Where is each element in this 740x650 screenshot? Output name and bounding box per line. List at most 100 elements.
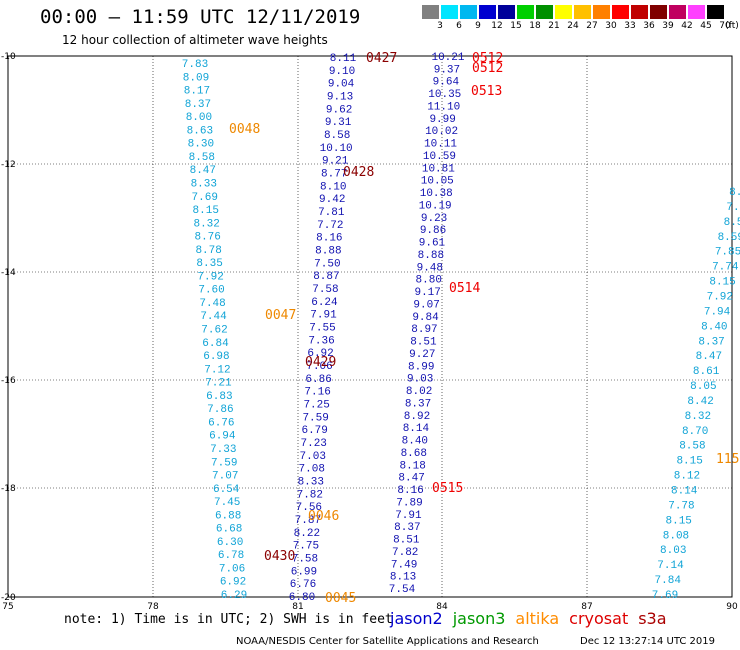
swh-value: 11.10 — [427, 101, 460, 113]
swh-value: 8.97 — [411, 324, 437, 336]
legend-s3a: s3a — [638, 609, 667, 628]
swh-value: 9.61 — [419, 238, 446, 250]
orbit-label: 0512 — [472, 51, 503, 66]
swh-value: 9.42 — [319, 194, 345, 206]
swh-value: 6.79 — [301, 425, 327, 437]
swh-value: 8.51 — [393, 535, 420, 547]
swh-value: 8.78 — [195, 245, 221, 257]
swh-value: 8.08 — [663, 530, 689, 542]
swh-value: 7.54 — [389, 584, 416, 596]
orbit-label: 0513 — [471, 84, 502, 99]
swh-value: 7.75 — [293, 541, 319, 553]
scale-swatch — [669, 5, 686, 19]
scale-swatch — [555, 5, 572, 19]
swh-value: 9.13 — [327, 92, 353, 104]
swh-value: 8.12 — [674, 471, 700, 483]
map-border — [7, 55, 733, 598]
swh-value: 7.72 — [317, 220, 343, 232]
scale-label: 39 — [662, 21, 674, 31]
swh-value: 7.92 — [707, 291, 733, 303]
orbit-label: 0046 — [308, 509, 339, 524]
swh-value: 10.10 — [320, 143, 353, 155]
scale-swatch — [612, 5, 629, 19]
swh-value: 7.36 — [308, 335, 334, 347]
swh-value: 8.33 — [191, 178, 217, 190]
swh-value: 9.27 — [409, 349, 435, 361]
scale-swatch — [422, 5, 439, 19]
swh-value: 7.59 — [211, 457, 237, 469]
swh-value: 9.31 — [325, 117, 352, 129]
swh-value: 7.87 — [295, 515, 321, 527]
swh-value: 7.48 — [199, 298, 225, 310]
swh-value: 7.03 — [300, 451, 326, 463]
swh-value: 8.87 — [313, 271, 339, 283]
swh-value: 9.17 — [414, 287, 440, 299]
swh-value: 7.12 — [204, 364, 230, 376]
swh-value: 9.23 — [421, 213, 447, 225]
lon-tick-label: 87 — [581, 602, 592, 610]
swh-value: 7.9 — [726, 202, 740, 214]
note-text: note: 1) Time is in UTC; 2) SWH is in fe… — [64, 612, 393, 627]
scale-swatch — [460, 5, 477, 19]
swh-value: 8.15 — [676, 456, 702, 468]
swh-value: 7.21 — [205, 378, 232, 390]
swh-value: 9.84 — [412, 312, 439, 324]
swh-value: 8.17 — [184, 86, 210, 98]
legend-cryosat: cryosat — [569, 609, 629, 628]
scale-swatch — [536, 5, 553, 19]
scale-swatch — [517, 5, 534, 19]
swh-value: 8.58 — [679, 441, 705, 453]
swh-value: 7.91 — [395, 510, 422, 522]
swh-value: 7.49 — [391, 559, 417, 571]
swh-value: 6.98 — [203, 351, 229, 363]
swh-value: 7.23 — [301, 438, 327, 450]
swh-value: 6.88 — [215, 510, 241, 522]
scale-swatch — [574, 5, 591, 19]
swh-value: 6.76 — [290, 579, 316, 591]
swh-value: 8.37 — [394, 522, 420, 534]
swh-value: 8.88 — [315, 246, 341, 258]
orbit-label: 0512 — [472, 61, 503, 76]
swh-value: 9.62 — [326, 104, 352, 116]
swh-value: 9.10 — [329, 66, 355, 78]
swh-value: 8.03 — [660, 545, 686, 557]
timestamp-text: Dec 12 13:27:14 UTC 2019 — [580, 636, 715, 647]
swh-value: 8.09 — [183, 72, 209, 84]
map-subtitle: 12 hour collection of altimeter wave hei… — [62, 33, 328, 47]
orbit-label: 0047 — [265, 308, 296, 323]
scale-label: 33 — [624, 21, 636, 31]
swh-value: 7.74 — [712, 262, 739, 274]
swh-value: 8.00 — [186, 112, 212, 124]
lon-tick-label: 78 — [147, 602, 159, 610]
scale-label: 12 — [491, 21, 503, 31]
swh-value: 7.45 — [214, 497, 240, 509]
swh-value: 8.15 — [709, 277, 735, 289]
swh-value: 6.92 — [307, 348, 333, 360]
swh-value: 10.05 — [421, 176, 454, 188]
swh-value: 8.13 — [390, 572, 416, 584]
swh-value: 9.48 — [417, 262, 443, 274]
lat-tick-label: -18 — [1, 484, 16, 494]
swh-value: 6.29 — [221, 590, 247, 602]
scale-swatch — [593, 5, 610, 19]
scale-label: 18 — [529, 21, 541, 31]
swh-value: 8.47 — [398, 473, 424, 485]
swh-value: 8.80 — [416, 275, 442, 287]
swh-value: 8.59 — [718, 232, 740, 244]
swh-value: 8.05 — [690, 381, 716, 393]
swh-value: 8.68 — [401, 448, 427, 460]
swh-value: 8.47 — [696, 351, 722, 363]
swh-value: 6.24 — [311, 297, 338, 309]
scale-swatch — [479, 5, 496, 19]
orbit-label: 0514 — [449, 281, 480, 296]
swh-value: 8.6 — [729, 187, 740, 199]
swh-value: 8.47 — [190, 165, 216, 177]
swh-value: 7.62 — [201, 325, 227, 337]
swh-value: 8.32 — [685, 411, 711, 423]
lat-tick-label: -12 — [1, 160, 16, 170]
swh-value: 7.58 — [312, 284, 338, 296]
swh-value: 6.80 — [289, 592, 315, 604]
scale-label: 15 — [510, 21, 522, 31]
